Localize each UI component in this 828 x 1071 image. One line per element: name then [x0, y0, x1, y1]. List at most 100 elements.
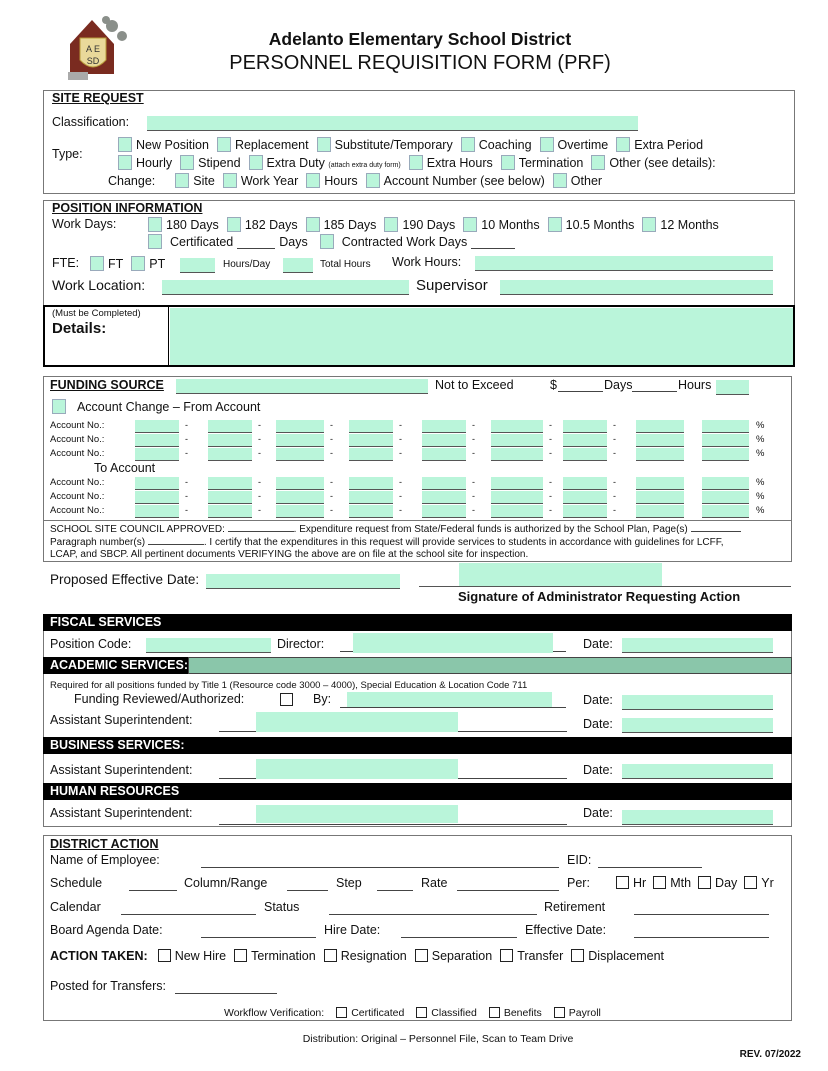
certificated-days-field[interactable] [237, 235, 276, 249]
action-transfer[interactable]: Transfer [498, 949, 563, 963]
board-date-field[interactable] [201, 924, 316, 938]
from-account-segment[interactable] [422, 434, 466, 447]
column-range-field[interactable] [287, 877, 328, 891]
from-account-segment[interactable] [491, 434, 543, 447]
checkbox[interactable] [414, 949, 428, 962]
change-hours[interactable]: Hours [304, 173, 358, 188]
calendar-field[interactable] [121, 901, 256, 915]
hr-date-field[interactable] [622, 810, 773, 825]
checkbox[interactable] [653, 876, 667, 889]
checkbox[interactable] [547, 217, 562, 232]
to-account-segment[interactable] [208, 477, 252, 490]
employee-name-field[interactable] [201, 854, 559, 868]
to-account-segment[interactable] [276, 505, 324, 518]
effective-date-field[interactable] [634, 924, 769, 938]
type-replacement[interactable]: Replacement [215, 137, 309, 152]
to-account-segment[interactable] [636, 491, 684, 504]
workflow-classified[interactable]: Classified [414, 1007, 477, 1019]
checkbox[interactable] [234, 949, 248, 962]
to-account-segment[interactable] [276, 477, 324, 490]
checkbox[interactable] [131, 256, 146, 271]
to-account-segment[interactable] [702, 477, 749, 490]
days-field[interactable] [632, 378, 677, 392]
to-account-segment[interactable] [491, 477, 543, 490]
from-account-segment[interactable] [702, 434, 749, 447]
work-days-180[interactable]: 180 Days [146, 217, 219, 232]
checkbox[interactable] [591, 155, 606, 170]
to-account-segment[interactable] [349, 491, 393, 504]
council-approved-field[interactable] [227, 522, 294, 532]
per-yr[interactable]: Yr [742, 876, 774, 890]
type-extra-period[interactable]: Extra Period [614, 137, 703, 152]
from-account-segment[interactable] [135, 420, 179, 433]
per-mth[interactable]: Mth [651, 876, 691, 890]
checkbox[interactable] [552, 173, 567, 188]
by-field[interactable] [347, 692, 552, 707]
from-account-segment[interactable] [349, 434, 393, 447]
to-account-segment[interactable] [491, 505, 543, 518]
to-account-segment[interactable] [422, 491, 466, 504]
funding-reviewed-checkbox[interactable] [280, 693, 293, 706]
work-days-182[interactable]: 182 Days [225, 217, 298, 232]
change-other[interactable]: Other [551, 173, 602, 188]
from-account-segment[interactable] [276, 434, 324, 447]
to-account-segment[interactable] [636, 505, 684, 518]
to-account-segment[interactable] [208, 491, 252, 504]
work-days-190[interactable]: 190 Days [382, 217, 455, 232]
work-days-12-months[interactable]: 12 Months [640, 217, 719, 232]
business-date-field[interactable] [622, 764, 773, 779]
to-account-segment[interactable] [135, 491, 179, 504]
from-account-segment[interactable] [563, 434, 607, 447]
checkbox[interactable] [408, 155, 423, 170]
checkbox[interactable] [416, 1007, 428, 1018]
type-new-position[interactable]: New Position [116, 137, 209, 152]
step-field[interactable] [377, 877, 413, 891]
from-account-segment[interactable] [702, 420, 749, 433]
from-account-segment[interactable] [349, 448, 393, 461]
work-location-field[interactable] [162, 280, 409, 295]
checkbox[interactable] [616, 876, 629, 889]
retirement-field[interactable] [634, 901, 769, 915]
contracted-days-field[interactable] [471, 235, 516, 249]
signature-field[interactable] [459, 563, 662, 586]
from-account-segment[interactable] [276, 448, 324, 461]
checkbox[interactable] [222, 173, 237, 188]
work-days-10-5-months[interactable]: 10.5 Months [546, 217, 634, 232]
to-account-segment[interactable] [349, 477, 393, 490]
rate-field[interactable] [457, 877, 559, 891]
workflow-benefits[interactable]: Benefits [487, 1007, 542, 1019]
to-account-segment[interactable] [491, 491, 543, 504]
academic-date-field-2[interactable] [622, 718, 773, 733]
total-hours-field[interactable] [283, 258, 313, 273]
status-field[interactable] [329, 901, 537, 915]
certificated-checkbox[interactable] [148, 234, 162, 249]
checkbox[interactable] [500, 949, 514, 962]
type-other[interactable]: Other (see details): [589, 155, 716, 170]
checkbox[interactable] [539, 137, 554, 152]
from-account-segment[interactable] [491, 448, 543, 461]
action-separation[interactable]: Separation [413, 949, 492, 963]
change-account-number[interactable]: Account Number (see below) [364, 173, 545, 188]
eid-field[interactable] [598, 854, 702, 868]
hours-field[interactable] [716, 380, 749, 395]
from-account-segment[interactable] [636, 448, 684, 461]
checkbox[interactable] [744, 876, 758, 889]
from-account-segment[interactable] [208, 448, 252, 461]
checkbox[interactable] [553, 1007, 565, 1018]
from-account-segment[interactable] [563, 448, 607, 461]
from-account-segment[interactable] [563, 420, 607, 433]
checkbox[interactable] [118, 137, 132, 152]
checkbox[interactable] [336, 1007, 348, 1018]
supervisor-field[interactable] [500, 280, 773, 295]
from-account-segment[interactable] [208, 434, 252, 447]
from-account-segment[interactable] [491, 420, 543, 433]
from-account-segment[interactable] [636, 420, 684, 433]
hours-per-day-field[interactable] [180, 258, 215, 273]
to-account-segment[interactable] [422, 477, 466, 490]
checkbox[interactable] [500, 155, 515, 170]
checkbox[interactable] [616, 137, 631, 152]
checkbox[interactable] [118, 155, 132, 170]
to-account-segment[interactable] [563, 505, 607, 518]
fte-ft[interactable]: FT [88, 256, 123, 271]
type-substitute[interactable]: Substitute/Temporary [315, 137, 453, 152]
